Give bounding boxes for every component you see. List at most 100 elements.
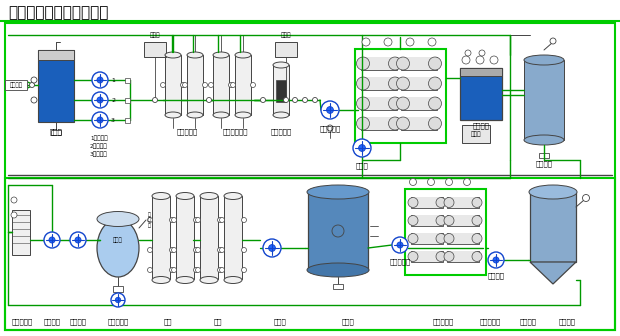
Circle shape xyxy=(172,267,177,272)
Ellipse shape xyxy=(200,277,218,284)
Bar xyxy=(235,55,251,115)
Bar xyxy=(152,196,170,279)
Circle shape xyxy=(195,267,200,272)
Circle shape xyxy=(550,38,556,44)
Text: 加氯泵: 加氯泵 xyxy=(281,32,291,38)
Bar xyxy=(524,60,564,140)
Bar xyxy=(401,57,437,70)
Ellipse shape xyxy=(524,135,564,145)
Circle shape xyxy=(153,97,157,102)
Circle shape xyxy=(446,178,453,185)
Bar xyxy=(401,77,437,90)
Bar xyxy=(449,215,477,226)
Bar xyxy=(38,50,74,122)
Circle shape xyxy=(356,77,370,90)
Circle shape xyxy=(229,83,234,87)
Circle shape xyxy=(172,248,177,252)
Ellipse shape xyxy=(200,193,218,200)
Ellipse shape xyxy=(187,52,203,58)
Ellipse shape xyxy=(224,277,242,284)
Bar xyxy=(273,65,289,115)
Circle shape xyxy=(97,117,103,123)
Ellipse shape xyxy=(187,112,203,118)
Bar xyxy=(405,189,486,275)
Bar xyxy=(125,78,130,83)
Bar xyxy=(165,55,181,115)
Circle shape xyxy=(148,248,153,252)
Bar xyxy=(411,251,443,262)
Circle shape xyxy=(283,97,288,102)
Text: 电力用纯水制取工艺流程: 电力用纯水制取工艺流程 xyxy=(8,5,108,20)
Bar xyxy=(447,197,479,208)
Bar xyxy=(411,233,443,244)
Bar xyxy=(5,178,615,330)
Bar xyxy=(401,117,437,130)
Circle shape xyxy=(353,139,371,157)
Circle shape xyxy=(362,38,370,46)
Circle shape xyxy=(195,248,200,252)
Bar xyxy=(449,251,477,262)
Bar xyxy=(152,196,170,279)
Text: 3．反冲泵: 3．反冲泵 xyxy=(90,151,108,157)
Bar xyxy=(524,60,564,140)
Circle shape xyxy=(172,217,177,222)
Ellipse shape xyxy=(529,185,577,199)
Bar xyxy=(413,197,441,208)
Bar xyxy=(403,97,435,110)
Circle shape xyxy=(242,267,247,272)
Circle shape xyxy=(206,97,211,102)
Ellipse shape xyxy=(307,263,369,277)
Text: 保安过滤器: 保安过滤器 xyxy=(270,128,291,135)
Text: 填料箱: 填料箱 xyxy=(113,237,123,243)
Circle shape xyxy=(428,57,441,70)
Bar xyxy=(273,65,289,115)
Circle shape xyxy=(11,197,17,203)
Circle shape xyxy=(161,83,166,87)
Bar xyxy=(403,77,435,90)
Bar xyxy=(361,77,397,90)
Circle shape xyxy=(203,83,208,87)
Circle shape xyxy=(263,239,281,257)
Ellipse shape xyxy=(97,219,139,277)
Circle shape xyxy=(444,252,454,261)
Circle shape xyxy=(583,195,590,202)
Circle shape xyxy=(490,56,498,64)
Bar xyxy=(276,80,286,102)
Circle shape xyxy=(115,297,121,303)
Ellipse shape xyxy=(152,193,170,200)
Circle shape xyxy=(428,77,441,90)
Bar xyxy=(125,118,130,123)
Circle shape xyxy=(444,234,454,244)
Bar xyxy=(333,284,343,289)
Ellipse shape xyxy=(307,185,369,199)
Bar xyxy=(447,233,479,244)
Ellipse shape xyxy=(176,277,194,284)
Text: 积水箱: 积水箱 xyxy=(50,128,63,135)
Circle shape xyxy=(148,217,153,222)
Circle shape xyxy=(242,248,247,252)
Text: 浮
球
阀: 浮 球 阀 xyxy=(148,212,151,228)
Text: 1: 1 xyxy=(111,78,115,83)
Circle shape xyxy=(180,83,185,87)
Bar xyxy=(449,197,477,208)
Ellipse shape xyxy=(235,112,251,118)
Circle shape xyxy=(472,198,482,208)
Circle shape xyxy=(397,77,409,90)
Circle shape xyxy=(218,217,223,222)
Circle shape xyxy=(250,83,255,87)
Circle shape xyxy=(195,217,200,222)
Text: 二级高压泵: 二级高压泵 xyxy=(479,318,500,325)
Bar xyxy=(361,57,397,70)
Text: 排端水泵: 排端水泵 xyxy=(43,318,61,325)
Bar xyxy=(187,55,203,115)
Bar xyxy=(462,125,490,143)
Circle shape xyxy=(384,38,392,46)
Circle shape xyxy=(268,245,275,251)
Circle shape xyxy=(436,215,446,225)
Circle shape xyxy=(242,217,247,222)
Bar xyxy=(363,77,395,90)
Ellipse shape xyxy=(235,52,251,58)
Circle shape xyxy=(97,97,103,103)
Circle shape xyxy=(389,117,402,130)
Text: 一级高压泵: 一级高压泵 xyxy=(319,125,340,132)
